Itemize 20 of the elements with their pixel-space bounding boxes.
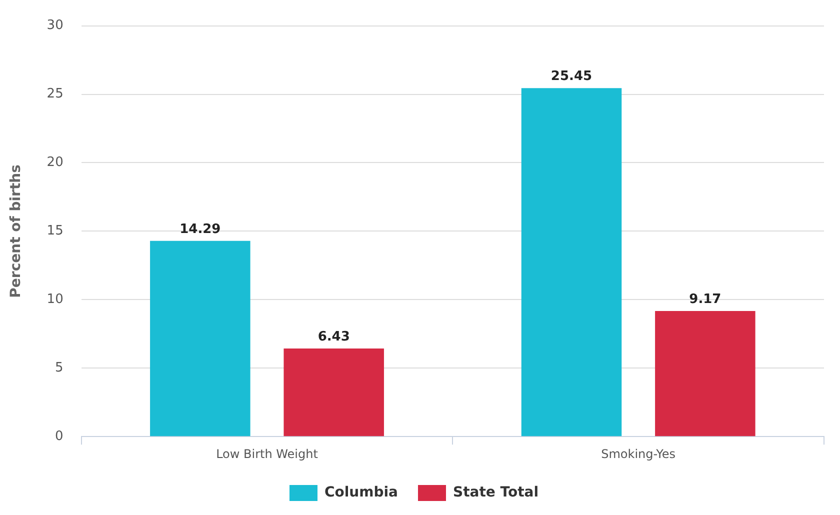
data-label: 14.29	[180, 222, 221, 237]
x-tick-label: Smoking-Yes	[601, 446, 676, 461]
x-tick-label: Low Birth Weight	[216, 446, 318, 461]
data-label: 9.17	[689, 292, 722, 307]
bar	[655, 311, 756, 436]
bar	[521, 88, 622, 436]
y-tick-label: 20	[46, 155, 64, 170]
bar	[150, 240, 250, 436]
data-label: 25.45	[550, 68, 592, 84]
y-tick-label: 5	[55, 360, 64, 376]
y-tick-label: 15	[46, 224, 64, 239]
y-tick-label: 25	[46, 86, 64, 102]
legend-label: State Total	[452, 484, 539, 501]
y-tick-label: 30	[46, 18, 64, 34]
data-label: 6.43	[318, 329, 350, 344]
y-tick-label: 0	[55, 428, 64, 444]
y-axis-title: Percent of births	[8, 164, 24, 298]
y-tick-label: 10	[46, 292, 64, 308]
legend-label: Columbia	[324, 484, 398, 501]
bar	[284, 348, 384, 436]
